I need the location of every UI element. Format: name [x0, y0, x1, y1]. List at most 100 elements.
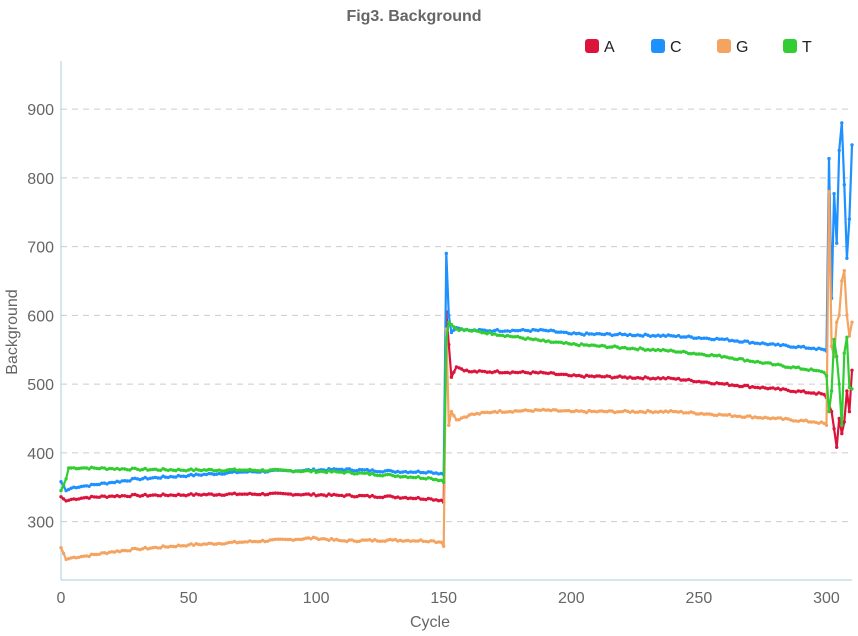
data-point — [648, 334, 653, 338]
legend-item-T[interactable]: T — [783, 39, 812, 56]
data-point — [255, 469, 260, 473]
data-point — [378, 470, 382, 474]
data-point — [732, 383, 737, 388]
data-point — [539, 327, 543, 332]
data-point — [322, 493, 326, 497]
data-point — [712, 413, 716, 417]
data-point — [401, 496, 405, 500]
data-point — [431, 471, 436, 475]
data-point — [342, 468, 346, 472]
data-point — [169, 544, 173, 548]
data-point — [436, 540, 441, 544]
data-point — [796, 365, 801, 369]
data-point — [584, 373, 589, 377]
data-point — [171, 544, 175, 549]
data-point — [643, 348, 647, 352]
data-point — [153, 493, 158, 497]
data-point — [643, 332, 647, 336]
data-point — [447, 320, 451, 324]
data-point — [824, 423, 829, 427]
data-point — [89, 465, 94, 469]
data-point — [192, 493, 196, 497]
data-point — [332, 492, 336, 497]
data-point — [505, 329, 510, 333]
data-point — [125, 549, 129, 553]
data-point — [574, 374, 579, 378]
x-tick-label: 100 — [303, 590, 330, 607]
data-point — [192, 474, 196, 478]
data-point — [452, 328, 456, 332]
data-point — [174, 475, 178, 479]
data-point — [633, 376, 637, 380]
data-point — [835, 241, 839, 245]
data-point — [845, 389, 849, 393]
data-point — [712, 337, 716, 342]
data-point — [74, 556, 79, 560]
data-point — [342, 494, 346, 498]
data-point — [505, 410, 510, 414]
data-point — [148, 476, 152, 480]
data-point — [107, 550, 112, 554]
data-point — [184, 544, 188, 548]
y-axis-title: Background — [4, 289, 21, 374]
data-point — [758, 360, 762, 365]
data-point — [521, 409, 525, 413]
data-point — [202, 492, 206, 496]
data-point — [174, 468, 178, 473]
data-point — [278, 491, 283, 495]
data-point — [110, 494, 114, 498]
data-point — [717, 381, 721, 386]
data-point — [521, 336, 525, 340]
legend-item-C[interactable]: C — [651, 39, 682, 56]
data-point — [735, 414, 739, 419]
data-point — [380, 495, 385, 500]
data-point — [92, 552, 96, 557]
data-point — [536, 408, 540, 412]
data-point — [607, 374, 612, 379]
data-point — [82, 466, 86, 470]
data-point — [92, 495, 96, 499]
data-point — [217, 541, 221, 546]
data-point — [401, 539, 405, 543]
data-point — [444, 337, 448, 342]
data-point — [679, 335, 683, 339]
data-point — [500, 410, 505, 414]
data-point — [562, 409, 566, 413]
data-point — [79, 554, 84, 559]
data-point — [120, 479, 124, 483]
data-point — [362, 494, 367, 498]
data-point — [421, 497, 425, 501]
data-point — [250, 468, 255, 472]
data-point — [189, 492, 193, 496]
data-point — [227, 467, 232, 472]
axes — [60, 61, 852, 581]
data-point — [503, 410, 507, 414]
data-point — [115, 549, 119, 553]
legend-item-A[interactable]: A — [585, 39, 615, 56]
data-point — [528, 371, 533, 376]
data-point — [143, 545, 147, 550]
x-axis-title: Cycle — [410, 614, 450, 631]
data-point — [475, 370, 479, 374]
data-point — [556, 409, 561, 413]
legend-item-G[interactable]: G — [717, 39, 748, 56]
data-point — [470, 370, 474, 374]
data-point — [526, 336, 530, 340]
data-point — [421, 470, 425, 475]
data-point — [135, 493, 140, 498]
data-point — [217, 471, 221, 476]
data-point — [513, 370, 517, 375]
data-point — [602, 409, 607, 414]
data-point — [286, 537, 290, 542]
data-point — [342, 471, 346, 475]
data-point — [610, 376, 614, 380]
data-point — [850, 320, 854, 324]
data-point — [664, 334, 668, 338]
data-point — [549, 328, 553, 332]
data-point — [600, 375, 604, 379]
data-point — [163, 468, 168, 472]
y-tick-label: 700 — [27, 240, 54, 257]
data-point — [664, 377, 668, 381]
data-point — [69, 497, 73, 502]
data-point — [465, 328, 469, 332]
